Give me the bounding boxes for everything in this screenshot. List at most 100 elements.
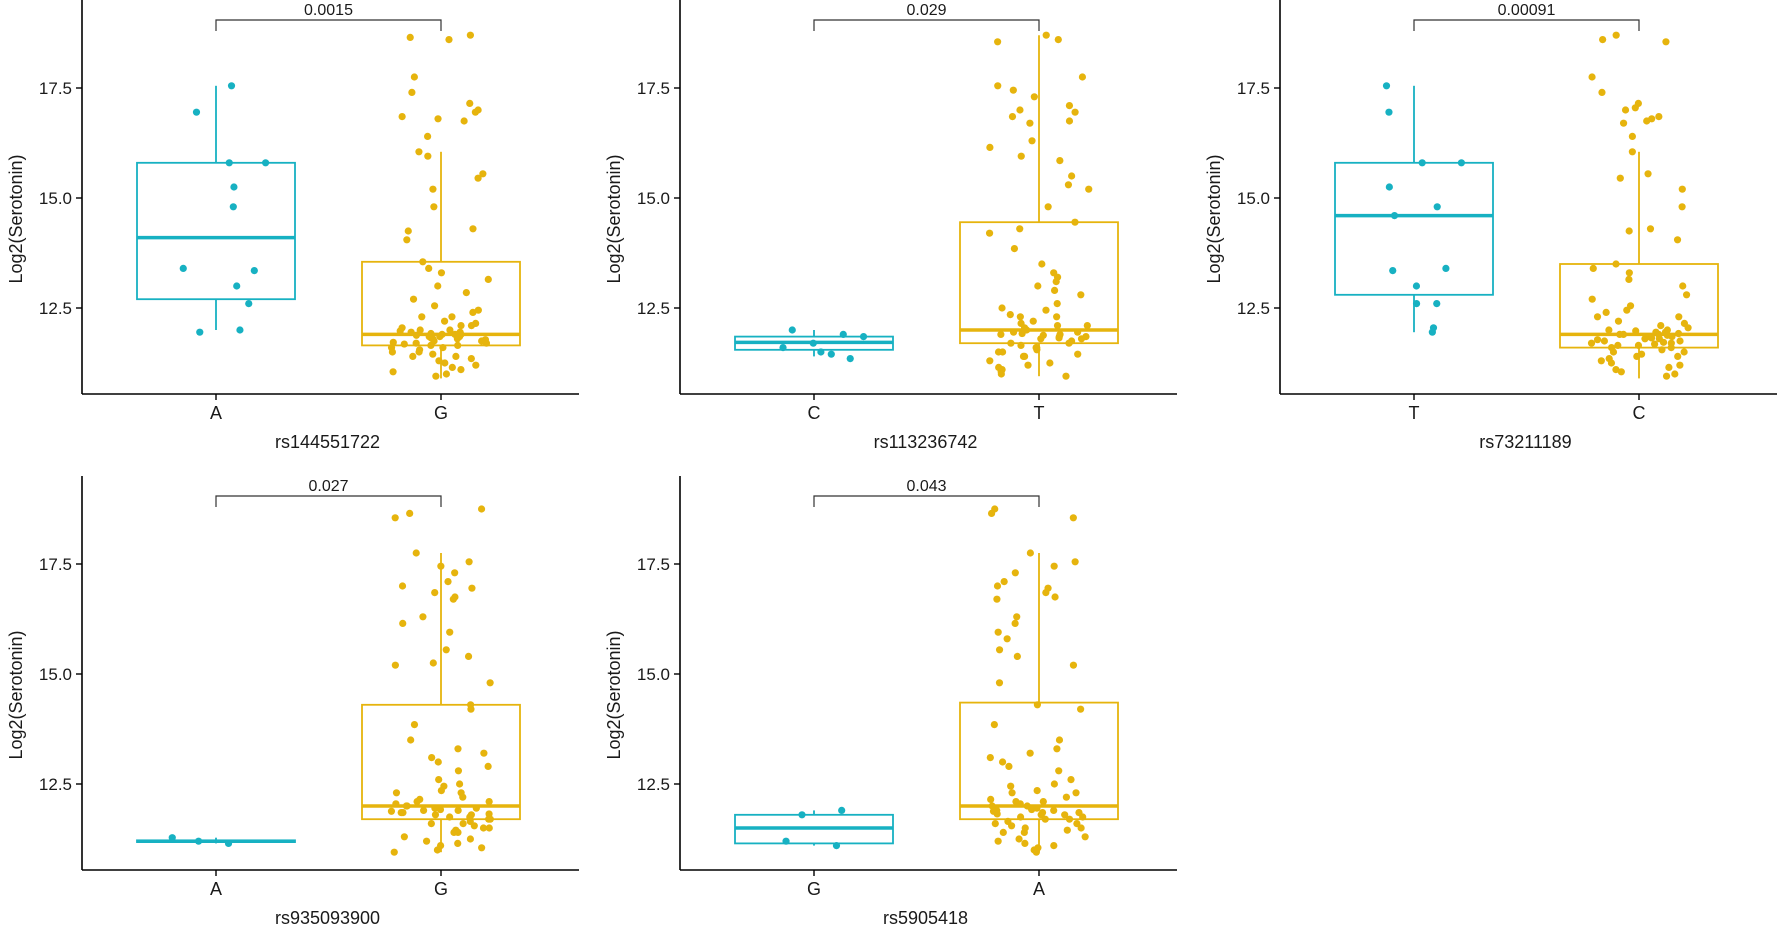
data-point: [1050, 780, 1058, 788]
data-point: [1625, 227, 1633, 235]
data-point: [406, 33, 414, 42]
data-point: [233, 282, 241, 290]
data-point: [994, 82, 1002, 90]
data-point: [1673, 236, 1682, 244]
data-point: [449, 595, 457, 603]
data-point: [1667, 339, 1675, 347]
data-point: [993, 595, 1001, 603]
y-tick-label: 15.0: [1237, 189, 1270, 208]
data-point: [1072, 789, 1080, 797]
data-point: [409, 352, 417, 360]
data-point: [1623, 306, 1631, 314]
data-point: [1062, 793, 1070, 801]
data-point: [419, 806, 428, 815]
data-point: [1000, 578, 1008, 586]
data-point: [1599, 36, 1607, 44]
group-G: G: [734, 806, 894, 899]
data-point: [409, 295, 418, 303]
data-point: [1602, 308, 1610, 316]
data-point: [1024, 361, 1032, 369]
p-value-label: 0.043: [906, 478, 946, 495]
data-point: [1003, 635, 1011, 643]
data-point: [427, 341, 435, 349]
data-point: [1385, 108, 1393, 116]
data-point: [1621, 106, 1630, 114]
data-point: [1588, 73, 1596, 81]
group-A: A: [136, 834, 296, 899]
data-point: [435, 776, 443, 784]
data-point: [230, 183, 238, 191]
data-point: [1428, 328, 1436, 336]
data-point: [425, 264, 433, 272]
y-tick-label: 12.5: [39, 299, 72, 318]
data-point: [1041, 815, 1049, 823]
y-tick-label: 15.0: [637, 665, 670, 684]
data-point: [435, 357, 443, 365]
data-point: [410, 73, 418, 81]
data-point: [1067, 776, 1075, 784]
data-point: [994, 837, 1002, 845]
data-point: [986, 754, 994, 762]
data-point: [434, 115, 442, 123]
data-point: [1588, 295, 1596, 303]
data-point: [993, 810, 1001, 818]
data-point: [1619, 119, 1628, 127]
box: [361, 703, 521, 821]
data-point: [1643, 117, 1651, 125]
data-point: [1671, 370, 1679, 378]
data-point: [1030, 93, 1038, 101]
data-point: [1032, 848, 1040, 856]
data-point: [427, 820, 435, 828]
data-point: [1071, 218, 1079, 226]
data-point: [1665, 363, 1673, 371]
x-tick-label: T: [1034, 403, 1045, 423]
data-point: [474, 306, 482, 314]
y-axis-title: Log2(Serotonin): [604, 154, 624, 283]
x-axis-title: rs5905418: [883, 908, 968, 927]
data-point: [1678, 203, 1686, 211]
data-point: [1016, 225, 1024, 233]
data-point: [1632, 327, 1640, 335]
data-point: [400, 340, 408, 348]
data-point: [480, 749, 488, 757]
x-axis-title: rs935093900: [275, 908, 380, 927]
data-point: [391, 514, 399, 522]
y-tick-label: 17.5: [637, 79, 670, 98]
data-point: [1389, 267, 1397, 275]
data-point: [472, 361, 480, 369]
data-point: [474, 174, 482, 182]
x-tick-label: G: [434, 879, 448, 899]
data-point: [1008, 113, 1017, 121]
data-point: [424, 132, 432, 140]
data-point: [995, 646, 1004, 654]
data-point: [466, 813, 474, 821]
data-point: [196, 328, 204, 336]
box: [1334, 161, 1494, 296]
data-point: [1026, 749, 1034, 757]
data-point: [1062, 372, 1070, 380]
data-point: [1412, 300, 1421, 308]
data-point: [1016, 106, 1024, 114]
data-point: [431, 589, 439, 597]
data-point: [1013, 652, 1021, 661]
group-C: C: [1559, 31, 1719, 423]
data-point: [454, 806, 462, 815]
data-point: [229, 203, 237, 211]
data-point: [1083, 322, 1091, 330]
data-point: [431, 302, 439, 310]
data-point: [404, 227, 412, 235]
data-point: [838, 806, 846, 815]
data-point: [1009, 86, 1017, 94]
y-tick-label: 12.5: [39, 775, 72, 794]
data-point: [429, 350, 437, 358]
data-point: [1079, 813, 1087, 821]
group-G: G: [361, 31, 521, 423]
data-point: [392, 789, 401, 797]
data-point: [434, 758, 442, 766]
data-point: [1614, 341, 1622, 349]
data-point: [1589, 264, 1597, 272]
x-tick-label: C: [808, 403, 821, 423]
data-point: [478, 337, 486, 345]
data-point: [431, 811, 440, 819]
